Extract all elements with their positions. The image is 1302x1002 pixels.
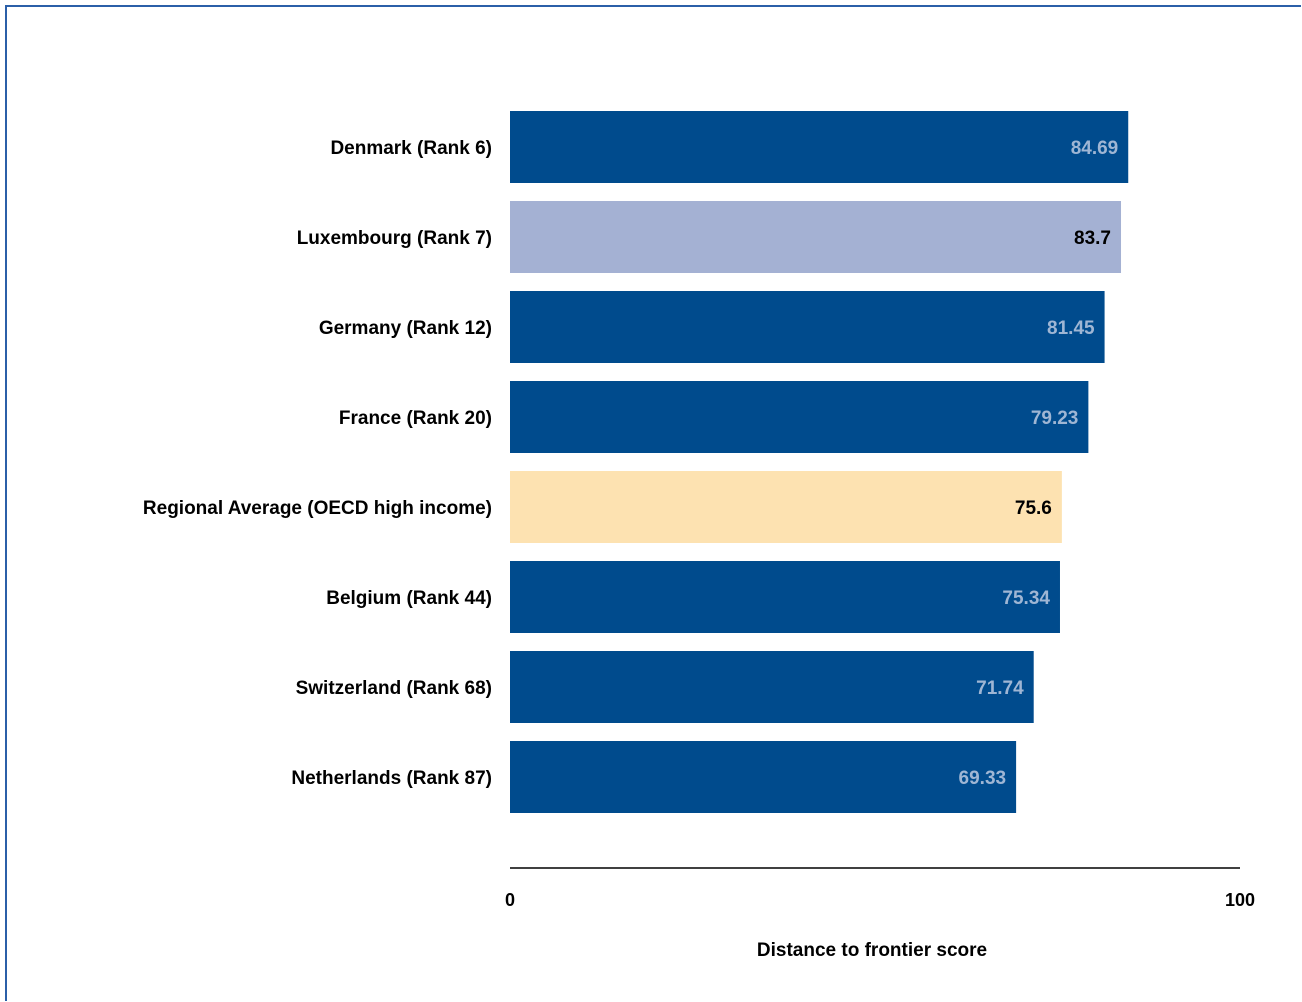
value-label-0: 84.69 [1071, 138, 1119, 159]
value-label-3: 79.23 [1031, 408, 1079, 429]
bar-7 [510, 741, 1017, 813]
x-tick-label-0: 0 [505, 890, 515, 910]
bar-3 [510, 381, 1089, 453]
bar-0 [510, 111, 1129, 183]
x-tick-label-100: 100 [1225, 890, 1255, 910]
value-label-5: 75.34 [1002, 588, 1050, 609]
value-label-7: 69.33 [959, 768, 1007, 789]
bars-group: Denmark (Rank 6) 84.69 Luxembourg (Rank 7)… [143, 111, 1129, 813]
category-label-0: Denmark (Rank 6) [330, 138, 492, 159]
value-label-2: 81.45 [1047, 318, 1095, 339]
category-label-3: France (Rank 20) [339, 408, 492, 429]
value-label-1: 83.7 [1074, 228, 1111, 249]
value-label-4: 75.6 [1015, 498, 1052, 519]
bar-1 [510, 201, 1122, 273]
category-label-4: Regional Average (OECD high income) [143, 498, 492, 519]
chart-frame [5, 5, 1301, 1001]
bar-4 [510, 471, 1062, 543]
category-label-1: Luxembourg (Rank 7) [297, 228, 492, 249]
bar-5 [510, 561, 1060, 633]
category-label-2: Germany (Rank 12) [319, 318, 492, 339]
bar-6 [510, 651, 1034, 723]
bar-2 [510, 291, 1105, 363]
x-axis-title: Distance to frontier score [757, 940, 987, 961]
category-label-7: Netherlands (Rank 87) [291, 768, 492, 789]
category-label-5: Belgium (Rank 44) [326, 588, 492, 609]
category-label-6: Switzerland (Rank 68) [296, 678, 492, 699]
value-label-6: 71.74 [976, 678, 1024, 699]
